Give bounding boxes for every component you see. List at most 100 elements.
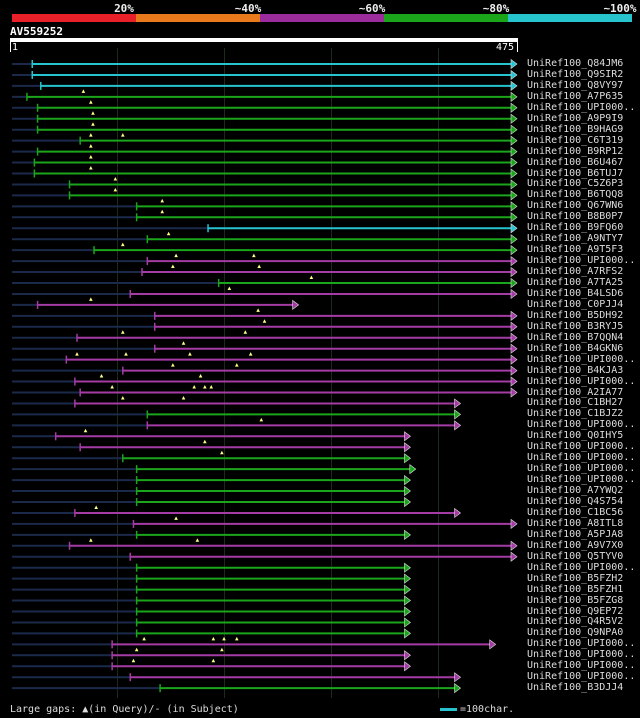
hit-label[interactable]: UniRef100_B7QQN4 <box>527 331 624 343</box>
hit-label[interactable]: UniRef100_B8B0P7 <box>527 211 624 223</box>
hit-row[interactable] <box>12 253 518 267</box>
hit-row[interactable] <box>12 538 518 551</box>
hit-row[interactable] <box>12 308 518 321</box>
hit-row[interactable] <box>12 341 518 354</box>
hit-row[interactable] <box>12 636 497 650</box>
hit-label[interactable]: UniRef100_B4LSD6 <box>527 287 624 299</box>
hit-label[interactable]: UniRef100_A7YWQ2 <box>527 485 624 497</box>
hit-row[interactable] <box>12 100 518 113</box>
hit-row[interactable] <box>12 166 518 179</box>
hit-label[interactable]: UniRef100_A7TA25 <box>527 277 624 288</box>
hit-label[interactable]: UniRef100_Q5TYV0 <box>527 550 624 562</box>
hit-label[interactable]: UniRef100_A5PJA8 <box>527 528 624 540</box>
hit-label[interactable]: UniRef100_A9V7X0 <box>527 539 624 551</box>
hit-row[interactable] <box>12 464 417 475</box>
hit-label[interactable]: UniRef100_C5Z6P3 <box>527 178 624 190</box>
hit-label[interactable]: UniRef100_A8ITL8 <box>527 517 624 529</box>
hit-label[interactable]: UniRef100_A7P635 <box>527 90 624 102</box>
hit-row[interactable] <box>12 385 518 398</box>
hit-row[interactable] <box>12 439 411 453</box>
hit-label[interactable]: UniRef100_B6U467 <box>527 156 624 168</box>
hit-label[interactable]: UniRef100_B6TUJ7 <box>527 167 624 179</box>
hit-label[interactable]: UniRef100_UPI000.. <box>527 419 636 431</box>
hit-row[interactable] <box>12 133 518 146</box>
hit-row[interactable] <box>12 69 518 81</box>
hit-row[interactable] <box>12 330 518 343</box>
hit-label[interactable]: UniRef100_Q8VY97 <box>527 79 624 91</box>
hit-row[interactable] <box>12 516 518 530</box>
hit-label[interactable]: UniRef100_Q9SIR2 <box>527 68 624 80</box>
hit-label[interactable]: UniRef100_Q67WN6 <box>527 200 624 212</box>
hit-label[interactable]: UniRef100_UPI000.. <box>527 671 636 683</box>
hit-label[interactable]: UniRef100_C0PJJ4 <box>527 298 624 310</box>
hit-row[interactable] <box>12 286 518 300</box>
hit-label[interactable]: UniRef100_B5FZH1 <box>527 583 624 595</box>
hit-row[interactable] <box>12 647 411 661</box>
hit-label[interactable]: UniRef100_B3RYJ5 <box>527 320 624 332</box>
hit-row[interactable] <box>12 264 518 278</box>
hit-row[interactable] <box>12 58 518 70</box>
hit-label[interactable]: UniRef100_UPI000.. <box>527 649 636 661</box>
hit-row[interactable] <box>12 573 411 584</box>
hit-label[interactable]: UniRef100_UPI000.. <box>527 441 636 453</box>
hit-label[interactable]: UniRef100_C1BH27 <box>527 397 624 409</box>
hit-label[interactable]: UniRef100_UPI000.. <box>527 660 636 672</box>
hit-row[interactable] <box>12 595 411 606</box>
hit-row[interactable] <box>12 529 411 540</box>
hit-label[interactable]: UniRef100_UPI000.. <box>527 375 636 387</box>
hit-label[interactable]: UniRef100_C1BC56 <box>527 506 624 518</box>
hit-row[interactable] <box>12 363 518 376</box>
hit-row[interactable] <box>12 409 462 420</box>
hit-row[interactable] <box>12 111 518 124</box>
hit-label[interactable]: UniRef100_B5DH92 <box>527 309 624 321</box>
hit-row[interactable] <box>12 683 462 694</box>
hit-label[interactable]: UniRef100_A7RFS2 <box>527 266 624 278</box>
hit-row[interactable] <box>12 672 462 683</box>
hit-row[interactable] <box>12 187 518 201</box>
hit-label[interactable]: UniRef100_A9T5F3 <box>527 244 624 256</box>
hit-label[interactable]: UniRef100_Q9EP72 <box>527 605 624 617</box>
hit-label[interactable]: UniRef100_UPI000.. <box>527 638 636 650</box>
hit-label[interactable]: UniRef100_UPI000.. <box>527 474 636 486</box>
hit-row[interactable] <box>12 374 518 387</box>
hit-label[interactable]: UniRef100_B4GKN6 <box>527 342 624 354</box>
hit-row[interactable] <box>12 319 518 332</box>
hit-label[interactable]: UniRef100_C6T319 <box>527 134 624 146</box>
hit-row[interactable] <box>12 658 411 672</box>
hit-label[interactable]: UniRef100_B3DJJ4 <box>527 682 624 694</box>
hit-row[interactable] <box>12 395 462 409</box>
hit-row[interactable] <box>12 122 518 135</box>
hit-label[interactable]: UniRef100_UPI000.. <box>527 463 636 475</box>
hit-row[interactable] <box>12 275 518 289</box>
hit-label[interactable]: UniRef100_Q4R5V2 <box>527 616 624 628</box>
hit-row[interactable] <box>12 176 518 190</box>
hit-label[interactable]: UniRef100_B9RP12 <box>527 145 624 157</box>
hit-row[interactable] <box>12 297 300 310</box>
hit-row[interactable] <box>12 242 518 256</box>
hit-row[interactable] <box>12 617 411 628</box>
hit-row[interactable] <box>12 231 518 245</box>
hit-row[interactable] <box>12 428 411 442</box>
hit-label[interactable]: UniRef100_B6TQQ8 <box>527 189 624 201</box>
hit-label[interactable]: UniRef100_A9NTY7 <box>527 233 624 245</box>
hit-label[interactable]: UniRef100_Q84JM6 <box>527 58 624 69</box>
hit-label[interactable]: UniRef100_Q9NPA0 <box>527 627 624 639</box>
hit-label[interactable]: UniRef100_Q4S754 <box>527 496 624 507</box>
hit-label[interactable]: UniRef100_B5FZH2 <box>527 572 624 584</box>
hit-row[interactable] <box>12 198 518 212</box>
hit-row[interactable] <box>12 417 462 431</box>
hit-row[interactable] <box>12 155 518 168</box>
hit-label[interactable]: UniRef100_A9P9I9 <box>527 112 624 124</box>
hit-label[interactable]: UniRef100_UPI000.. <box>527 561 636 573</box>
hit-row[interactable] <box>12 80 518 92</box>
hit-label[interactable]: UniRef100_B4KJA3 <box>527 364 624 376</box>
hit-row[interactable] <box>12 551 518 562</box>
hit-row[interactable] <box>12 223 518 234</box>
hit-label[interactable]: UniRef100_UPI000.. <box>527 452 636 464</box>
hit-label[interactable]: UniRef100_B9FQ60 <box>527 222 624 234</box>
hit-row[interactable] <box>12 562 411 573</box>
hit-row[interactable] <box>12 209 518 223</box>
hit-row[interactable] <box>12 505 462 519</box>
hit-label[interactable]: UniRef100_B5FZG8 <box>527 594 624 606</box>
hit-label[interactable]: UniRef100_UPI000.. <box>527 353 636 365</box>
